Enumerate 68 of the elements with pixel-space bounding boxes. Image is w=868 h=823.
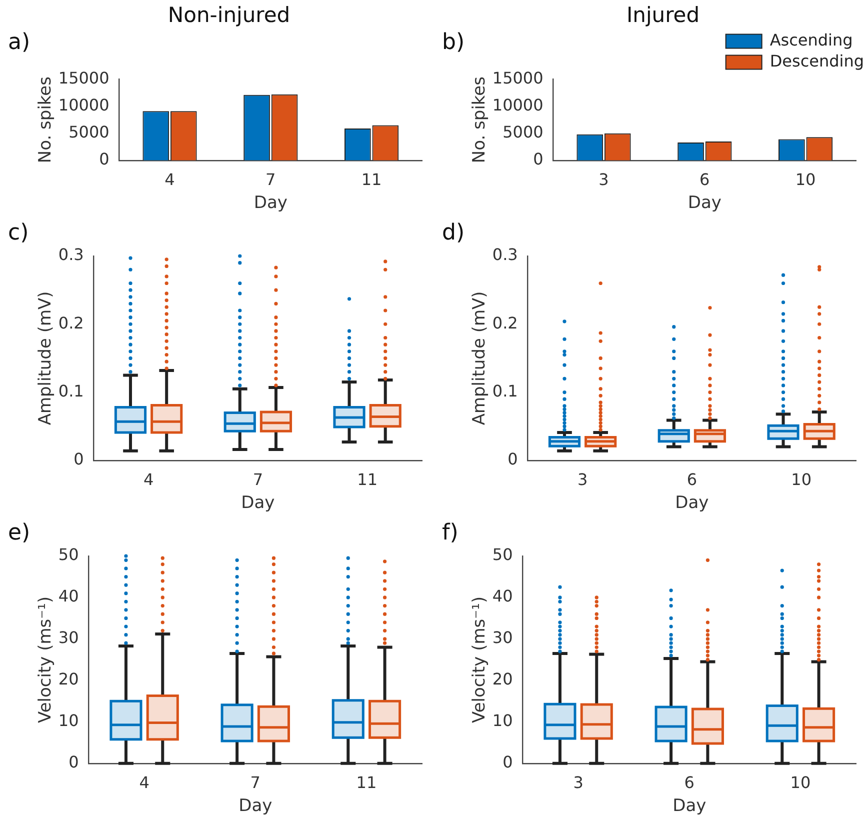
x-tick-label: 10 [790, 773, 811, 792]
y-tick-label: 0 [502, 752, 513, 772]
y-tick-label: 40 [58, 586, 79, 606]
y-tick-label: 0 [74, 450, 84, 469]
x-tick-label: 7 [266, 170, 276, 190]
y-axis-title: Amplitude (mV) [36, 291, 56, 426]
x-axis-title: Day [238, 796, 272, 816]
y-tick-label: 10000 [58, 95, 110, 114]
text: c) [8, 220, 29, 246]
y-tick-label: 50 [492, 545, 513, 564]
text: e) [8, 520, 30, 546]
y-tick-label: 5000 [502, 122, 544, 142]
y-tick-label: 15000 [492, 68, 544, 88]
y-tick-label: 0.1 [58, 381, 84, 400]
y-tick-label: 0.3 [492, 245, 518, 264]
x-tick-label: 11 [356, 773, 377, 792]
y-tick-label: 5000 [68, 122, 110, 142]
x-tick-label: 3 [598, 170, 609, 190]
x-tick-label: 3 [577, 470, 588, 490]
y-tick-label: 50 [58, 545, 79, 564]
y-tick-label: 0.1 [492, 381, 518, 400]
y-tick-label: 20 [492, 670, 513, 689]
text: f) [442, 520, 458, 546]
text: d) [442, 220, 465, 246]
y-tick-label: 0 [68, 752, 79, 772]
x-tick-label: 7 [252, 470, 264, 490]
x-axis-title: Day [254, 193, 288, 214]
y-tick-label: 10 [58, 711, 79, 730]
x-axis-title: Day [672, 796, 706, 816]
y-tick-label: 0.2 [58, 313, 84, 332]
y-tick-label: 40 [492, 586, 513, 606]
x-axis-title: Day [241, 493, 275, 514]
y-axis-title: No. spikes [470, 76, 490, 164]
y-tick-label: 30 [492, 628, 513, 648]
y-tick-label: 0 [99, 150, 110, 169]
x-tick-label: 6 [684, 773, 694, 792]
chart-title: Injured [626, 3, 700, 28]
x-tick-label: 7 [250, 773, 260, 792]
y-tick-label: 0 [508, 450, 518, 469]
y-axis-title: Velocity (ms⁻¹) [470, 596, 490, 723]
y-tick-label: 10 [492, 711, 513, 730]
x-tick-label: 6 [686, 470, 698, 490]
text: a) [8, 30, 30, 55]
legend-label: Ascending [770, 30, 853, 50]
chart-title: Non-injured [168, 3, 290, 28]
y-tick-label: 0.2 [492, 313, 518, 332]
y-tick-label: 20 [58, 670, 79, 689]
y-axis-title: Velocity (ms⁻¹) [36, 596, 56, 723]
y-tick-label: 0.3 [58, 245, 84, 264]
x-tick-label: 6 [700, 170, 710, 190]
x-tick-label: 3 [573, 773, 584, 792]
x-tick-label: 10 [791, 470, 812, 490]
y-tick-label: 0 [533, 150, 544, 169]
text: b) [442, 30, 465, 55]
x-axis-title: Day [688, 193, 722, 214]
x-tick-label: 11 [357, 470, 378, 490]
y-tick-label: 10000 [492, 95, 544, 114]
x-tick-label: 10 [795, 170, 816, 190]
y-tick-label: 30 [58, 628, 79, 648]
x-tick-label: 4 [139, 773, 150, 792]
y-axis-title: Amplitude (mV) [470, 291, 490, 426]
x-axis-title: Day [675, 493, 709, 514]
y-axis-title: No. spikes [36, 76, 56, 164]
x-tick-label: 4 [143, 470, 154, 490]
y-tick-label: 15000 [58, 68, 110, 88]
x-tick-label: 11 [361, 170, 382, 190]
x-tick-label: 4 [164, 170, 175, 190]
legend-label: Descending [770, 51, 864, 70]
